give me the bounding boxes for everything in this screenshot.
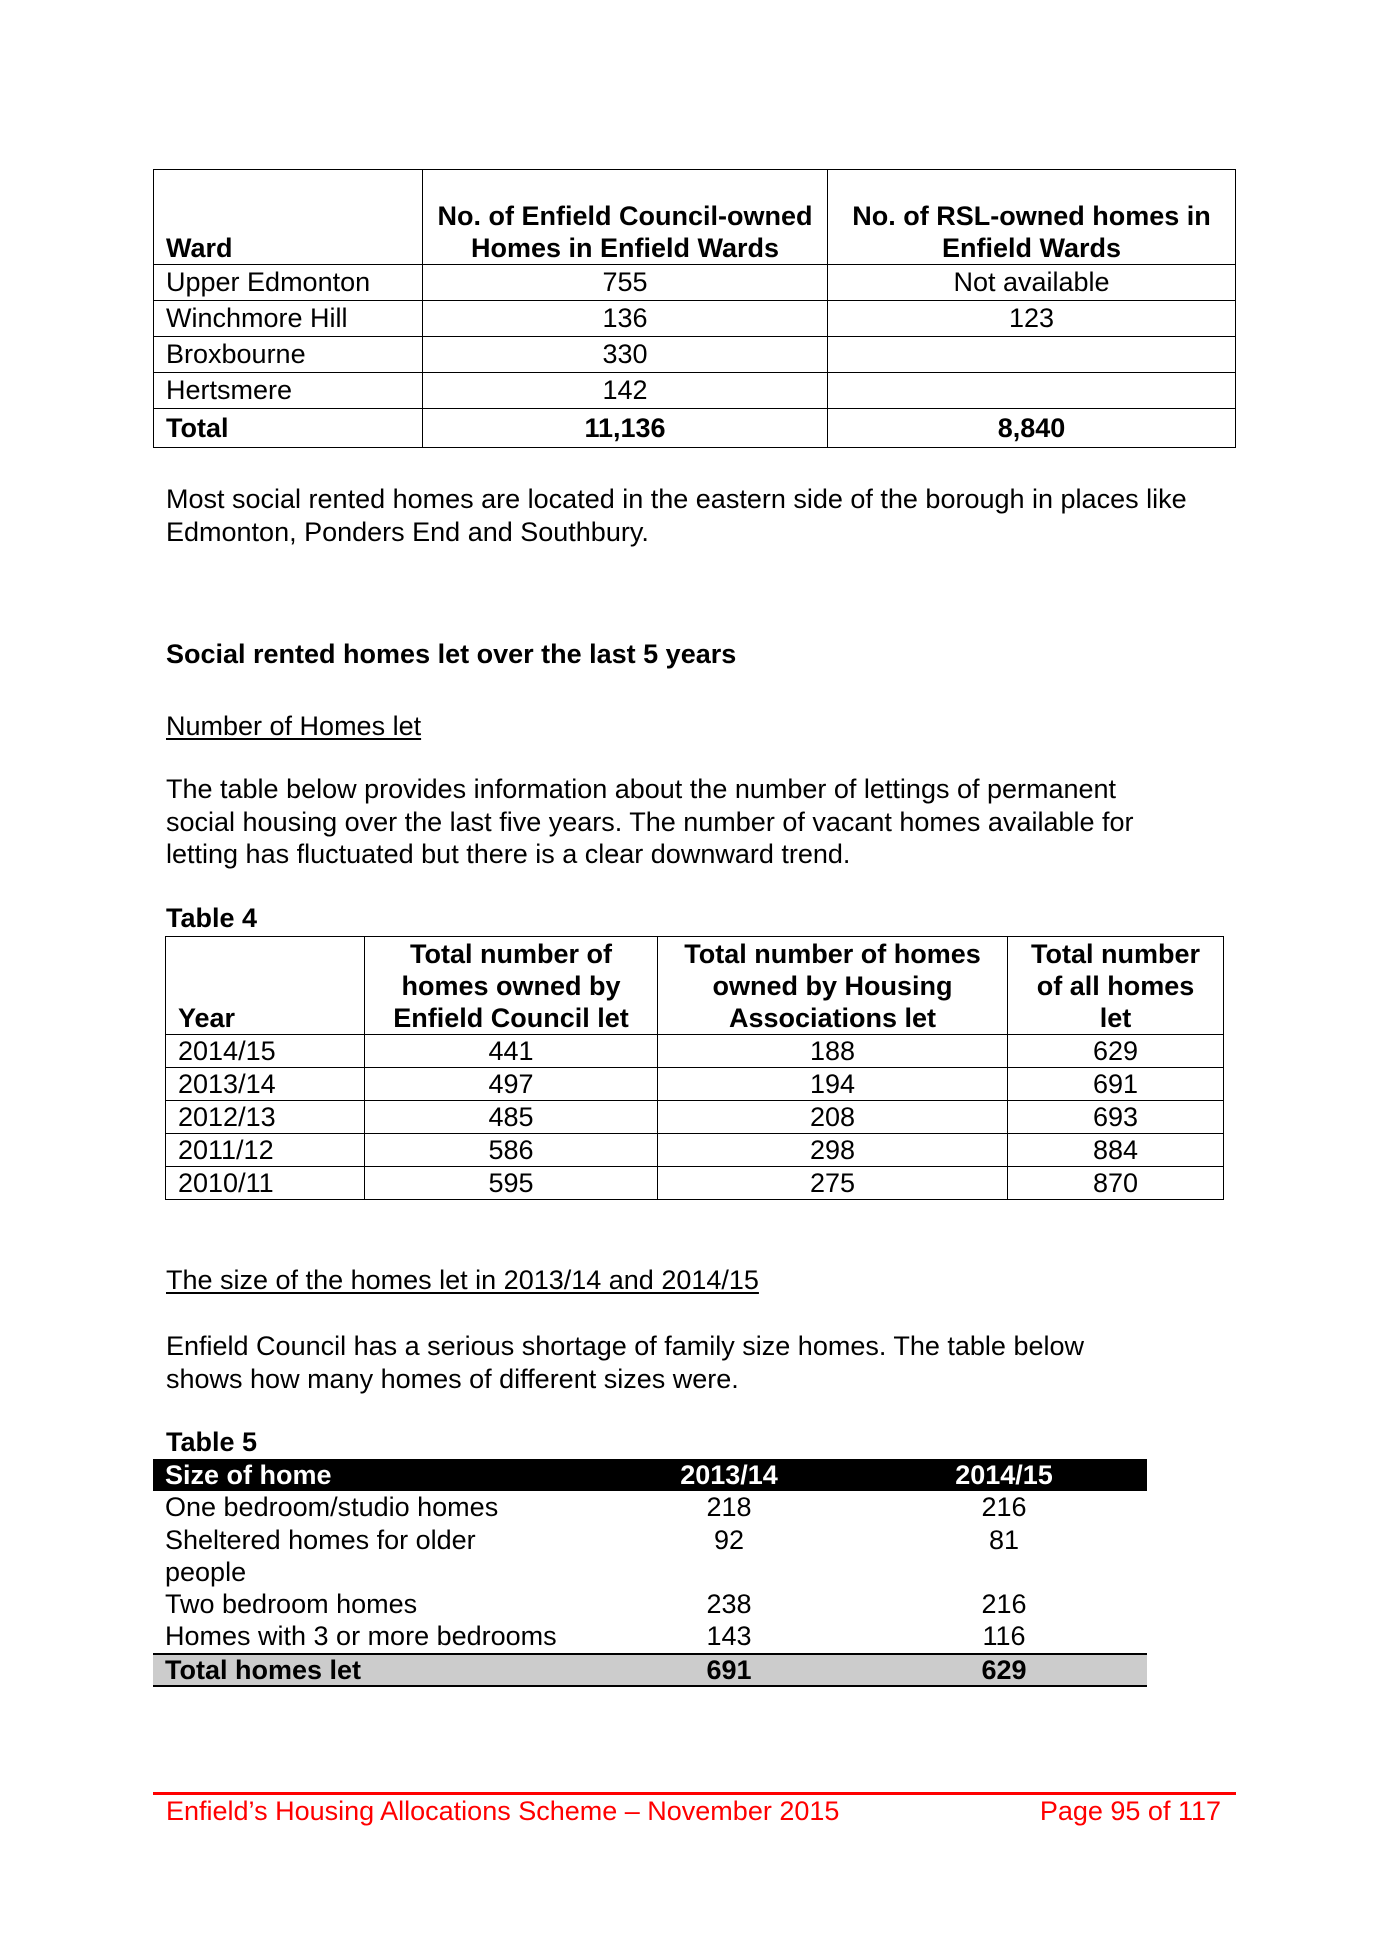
subheading-number-let: Number of Homes let: [166, 710, 421, 743]
table-header-row: Year Total number of homes owned by Enfi…: [165, 936, 1224, 1035]
table-row: 2014/15 441 188 629: [165, 1034, 1224, 1068]
table-row: 2012/13 485 208 693: [165, 1100, 1224, 1134]
cell: 330: [422, 336, 828, 373]
cell: 81: [988, 1524, 1020, 1555]
cell: 92: [713, 1524, 745, 1555]
subheading-size: The size of the homes let in 2013/14 and…: [166, 1264, 759, 1297]
cell: Sheltered homes for older people: [165, 1524, 476, 1587]
home-size-table: Size of home 2013/14 2014/15 One bedroom…: [153, 1459, 1147, 1687]
table-row: One bedroom/studio homes 218 216: [153, 1491, 1147, 1524]
lettings-table: Year Total number of homes owned by Enfi…: [165, 936, 1224, 1200]
cell: [827, 372, 1236, 409]
table-row: Sheltered homes for older people 92 81: [153, 1524, 1147, 1588]
cell: 143: [706, 1621, 752, 1651]
table4-label: Table 4: [166, 903, 258, 933]
total-row: Total homes let 691 629: [153, 1652, 1147, 1687]
cell: Total: [153, 408, 423, 448]
table-row: Two bedroom homes 238 216: [153, 1588, 1147, 1621]
cell: 629: [1007, 1034, 1224, 1068]
table-row: 2011/12 586 298 884: [165, 1133, 1224, 1167]
table-row: Upper Edmonton 755 Not available: [153, 264, 1236, 301]
footer-page-number: Page 95 of 117: [1039, 1796, 1221, 1826]
cell: Broxbourne: [153, 336, 423, 373]
cell: 8,840: [827, 408, 1236, 448]
cell: Winchmore Hill: [153, 300, 423, 337]
cell: 2013/14: [165, 1067, 365, 1101]
subheading-text: The size of the homes let in 2013/14 and…: [166, 1265, 759, 1295]
cell: 497: [364, 1067, 658, 1101]
cell: 691: [1007, 1067, 1224, 1101]
cell: 691: [597, 1652, 861, 1687]
header-year: Year: [165, 936, 365, 1035]
cell: 2010/11: [165, 1166, 365, 1200]
cell: 194: [657, 1067, 1008, 1101]
cell: [827, 336, 1236, 373]
cell: 216: [981, 1588, 1027, 1619]
cell: Two bedroom homes: [165, 1588, 418, 1619]
header-rsl-homes: No. of RSL-owned homes in Enfield Wards: [827, 169, 1236, 265]
header-size: Size of home: [153, 1459, 597, 1491]
table5-label: Table 5: [166, 1427, 258, 1457]
header-total-let: Total number of all homes let: [1007, 936, 1224, 1035]
table-header-row: Size of home 2013/14 2014/15: [153, 1459, 1147, 1491]
cell: Not available: [827, 264, 1236, 301]
cell: 2011/12: [165, 1133, 365, 1167]
cell: 870: [1007, 1166, 1224, 1200]
cell: Total homes let: [153, 1652, 597, 1687]
table-row: 2013/14 497 194 691: [165, 1067, 1224, 1101]
cell: 2012/13: [165, 1100, 365, 1134]
cell: 136: [422, 300, 828, 337]
cell: 586: [364, 1133, 658, 1167]
cell: 123: [827, 300, 1236, 337]
ward-homes-table: Ward No. of Enfield Council-owned Homes …: [153, 169, 1236, 448]
cell: Hertsmere: [153, 372, 423, 409]
table5-intro-paragraph: Enfield Council has a serious shortage o…: [166, 1331, 1084, 1394]
cell: One bedroom/studio homes: [165, 1492, 499, 1522]
header-ha-let: Total number of homes owned by Housing A…: [657, 936, 1008, 1035]
table-row: 2010/11 595 275 870: [165, 1166, 1224, 1200]
header-2013-14: 2013/14: [597, 1459, 861, 1491]
cell: Upper Edmonton: [153, 264, 423, 301]
cell: 693: [1007, 1100, 1224, 1134]
section-heading: Social rented homes let over the last 5 …: [166, 639, 737, 669]
footer-divider: [153, 1792, 1236, 1795]
header-ward: Ward: [153, 169, 423, 265]
table-row: Broxbourne 330: [153, 336, 1236, 373]
cell: 11,136: [422, 408, 828, 448]
cell: Homes with 3 or more bedrooms: [165, 1621, 557, 1651]
cell: 629: [861, 1652, 1147, 1687]
subheading-text: Number of Homes let: [166, 711, 422, 741]
header-2014-15: 2014/15: [861, 1459, 1147, 1491]
cell: 238: [706, 1588, 752, 1619]
table-row: Winchmore Hill 136 123: [153, 300, 1236, 337]
cell: 116: [982, 1621, 1026, 1651]
table-row: Hertsmere 142: [153, 372, 1236, 409]
total-row: Total 11,136 8,840: [153, 408, 1236, 448]
cell: 441: [364, 1034, 658, 1068]
cell: 884: [1007, 1133, 1224, 1167]
cell: 216: [981, 1492, 1027, 1522]
cell: 755: [422, 264, 828, 301]
cell: 208: [657, 1100, 1008, 1134]
cell: 188: [657, 1034, 1008, 1068]
cell: 275: [657, 1166, 1008, 1200]
table-row: Homes with 3 or more bedrooms 143 116: [153, 1620, 1147, 1654]
cell: 142: [422, 372, 828, 409]
cell: 2014/15: [165, 1034, 365, 1068]
table4-intro-paragraph: The table below provides information abo…: [166, 774, 1134, 869]
location-paragraph: Most social rented homes are located in …: [166, 484, 1187, 547]
header-council-homes: No. of Enfield Council-owned Homes in En…: [422, 169, 828, 265]
cell: 485: [364, 1100, 658, 1134]
cell: 298: [657, 1133, 1008, 1167]
footer-title: Enfield’s Housing Allocations Scheme – N…: [166, 1796, 840, 1826]
cell: 595: [364, 1166, 658, 1200]
cell: 218: [706, 1492, 752, 1522]
header-council-let: Total number of homes owned by Enfield C…: [364, 936, 658, 1035]
table-header-row: Ward No. of Enfield Council-owned Homes …: [153, 169, 1236, 265]
